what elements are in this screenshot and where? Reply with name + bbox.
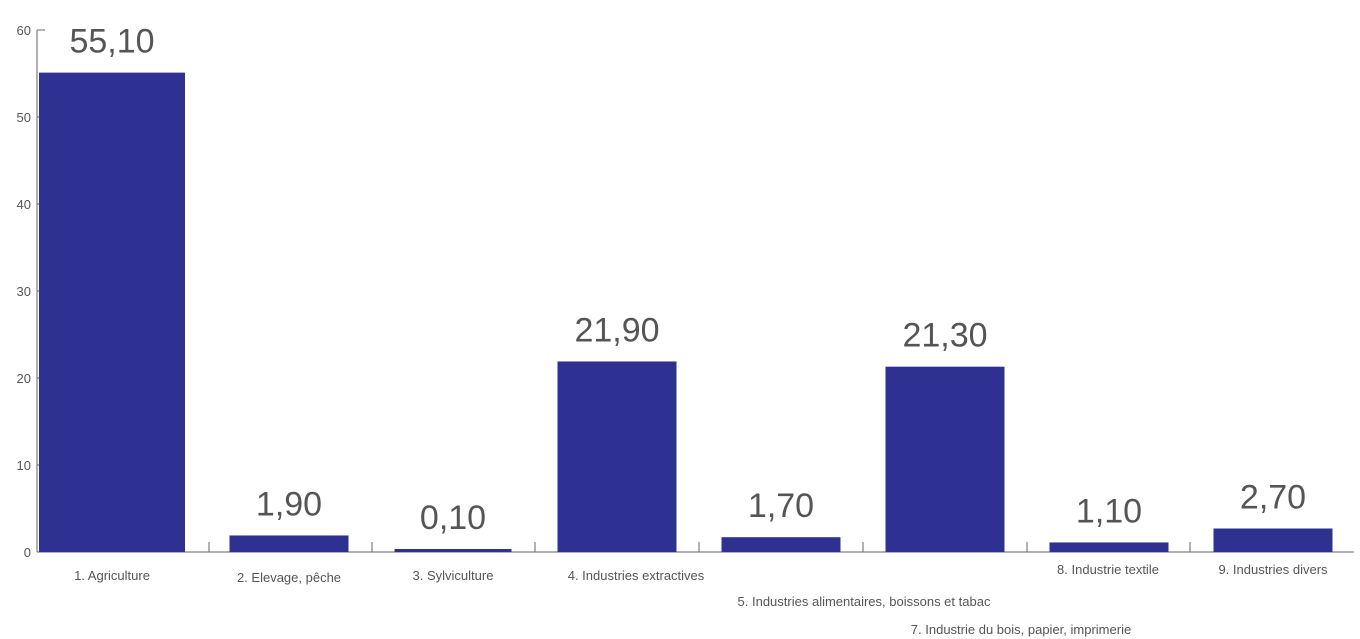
bar bbox=[229, 535, 349, 552]
category-label: 8. Industrie textile bbox=[1057, 562, 1159, 577]
y-tick-label: 20 bbox=[17, 371, 31, 386]
bars bbox=[39, 72, 1333, 552]
bar bbox=[39, 72, 185, 552]
category-label: 1. Agriculture bbox=[74, 568, 150, 583]
bar-value-label: 21,90 bbox=[574, 311, 659, 349]
bar bbox=[394, 549, 512, 552]
category-labels: 1. Agriculture 2. Elevage, pêche 3. Sylvic… bbox=[74, 562, 1328, 637]
bar bbox=[1049, 542, 1169, 552]
bar-value-label: 55,10 bbox=[69, 23, 154, 61]
y-tick-label: 30 bbox=[17, 284, 31, 299]
category-label: 5. Industries alimentaires, boissons et … bbox=[738, 594, 991, 609]
bar-value-label: 2,70 bbox=[1240, 479, 1306, 517]
category-label: 2. Elevage, pêche bbox=[237, 570, 341, 585]
value-labels: 55,10 1,90 0,10 21,90 1,70 21,30 1,10 2,70 bbox=[69, 23, 1306, 537]
bar-value-label: 0,10 bbox=[420, 499, 486, 537]
category-label: 4. Industries extractives bbox=[568, 568, 705, 583]
bar bbox=[557, 361, 677, 552]
category-label: 9. Industries divers bbox=[1218, 562, 1328, 577]
bar-value-label: 1,90 bbox=[256, 485, 322, 523]
y-tick-label: 0 bbox=[24, 545, 31, 560]
category-label: 7. Industrie du bois, papier, imprimerie bbox=[911, 622, 1131, 637]
y-tick-label: 40 bbox=[17, 197, 31, 212]
bar-value-label: 1,10 bbox=[1076, 492, 1142, 530]
category-label: 3. Sylviculture bbox=[413, 568, 494, 583]
y-tick-label: 10 bbox=[17, 458, 31, 473]
bar bbox=[885, 366, 1005, 552]
y-tick-label: 60 bbox=[17, 23, 31, 38]
bar bbox=[1213, 528, 1333, 552]
bar bbox=[721, 537, 841, 552]
bar-value-label: 1,70 bbox=[748, 487, 814, 525]
bar-value-label: 21,30 bbox=[902, 317, 987, 355]
y-tick-label: 50 bbox=[17, 110, 31, 125]
